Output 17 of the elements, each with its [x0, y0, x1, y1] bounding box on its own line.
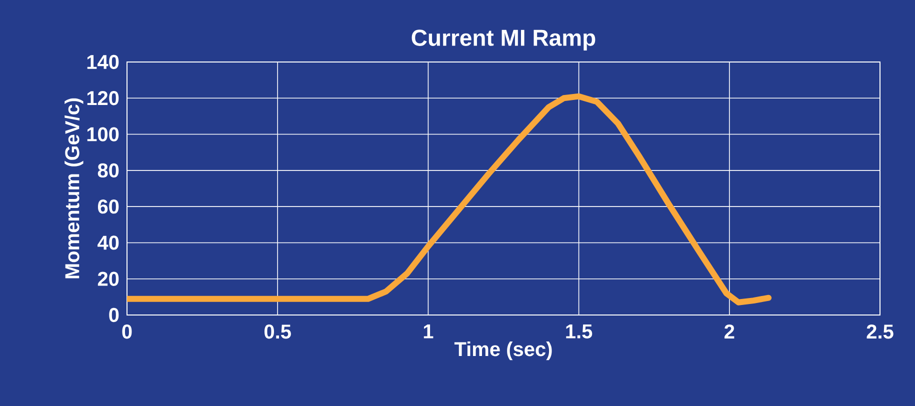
y-tick-label: 20	[98, 272, 119, 286]
y-tick-label: 40	[98, 236, 119, 250]
x-tick-label: 0.5	[264, 324, 291, 339]
x-tick-label: 2.5	[866, 324, 894, 339]
y-tick-label: 80	[98, 163, 119, 178]
y-tick-label: 0	[109, 308, 119, 322]
x-tick-label: 1.5	[566, 324, 592, 338]
y-tick-label: 100	[87, 127, 119, 142]
x-axis-title: Time (sec)	[454, 342, 552, 360]
x-tick-label: 1	[424, 324, 434, 338]
x-tick-label: 0	[122, 324, 132, 339]
y-tick-label: 120	[87, 91, 119, 106]
chart-title: Current MI Ramp	[412, 30, 596, 50]
y-tick-label: 140	[87, 54, 119, 70]
y-axis-title: Momentum (GeV/c)	[64, 98, 84, 278]
y-tick-label: 60	[98, 199, 119, 214]
x-tick-label: 2	[724, 324, 734, 338]
